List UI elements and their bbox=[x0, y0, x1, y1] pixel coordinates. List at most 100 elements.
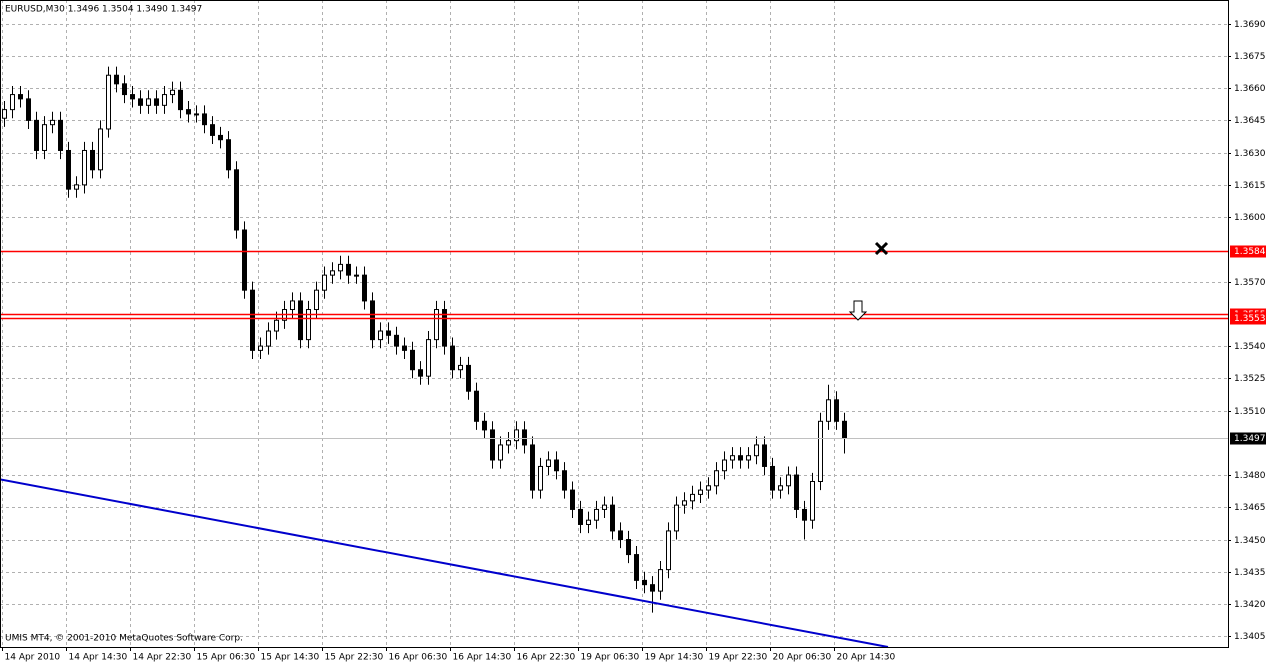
candle-body bbox=[90, 149, 95, 171]
candle-body bbox=[602, 504, 607, 510]
y-tick-label: 1.3435 bbox=[1234, 568, 1266, 578]
candle-body bbox=[218, 134, 223, 141]
level-label: 1.3553 bbox=[1234, 314, 1266, 324]
level-label: 1.3584 bbox=[1234, 247, 1266, 257]
candle-body bbox=[226, 139, 231, 171]
candle-body bbox=[802, 508, 807, 521]
candle-body bbox=[10, 94, 15, 111]
sell-arrow-icon bbox=[848, 300, 868, 321]
x-tick-label: 14 Apr 14:30 bbox=[69, 653, 128, 663]
y-tick-label: 1.3450 bbox=[1234, 536, 1266, 546]
candle-body bbox=[194, 113, 199, 116]
candle-body bbox=[338, 263, 343, 272]
marks bbox=[0, 66, 1228, 648]
candle-body bbox=[18, 94, 23, 100]
candle-body bbox=[394, 334, 399, 347]
candle-body bbox=[114, 74, 119, 85]
candle-body bbox=[522, 429, 527, 446]
candle-body bbox=[146, 98, 151, 106]
candle-body bbox=[362, 274, 367, 302]
candle-body bbox=[714, 470, 719, 487]
candle-body bbox=[82, 149, 87, 186]
candle-body bbox=[578, 508, 583, 525]
candle-body bbox=[26, 98, 31, 121]
y-tick-label: 1.3540 bbox=[1234, 342, 1266, 352]
candle-body bbox=[346, 263, 351, 276]
x-tick-label: 14 Apr 22:30 bbox=[133, 653, 192, 663]
candle-body bbox=[842, 420, 847, 439]
stop-icon bbox=[874, 241, 889, 256]
candle-body bbox=[298, 300, 303, 341]
candle-body bbox=[322, 274, 327, 291]
candle-body bbox=[634, 554, 639, 581]
candle-body bbox=[154, 98, 159, 106]
y-tick-label: 1.3525 bbox=[1234, 374, 1266, 384]
candle-body bbox=[34, 119, 39, 151]
candle-body bbox=[770, 465, 775, 491]
candle-body bbox=[130, 94, 135, 100]
chart-title: EURUSD,M30 1.3496 1.3504 1.3490 1.3497 bbox=[5, 5, 202, 15]
candle-body bbox=[458, 364, 463, 371]
candle-body bbox=[186, 109, 191, 115]
y-tick-label: 1.3690 bbox=[1234, 20, 1266, 30]
candle-body bbox=[810, 480, 815, 521]
y-tick-label: 1.3465 bbox=[1234, 503, 1266, 513]
x-tick-label: 16 Apr 14:30 bbox=[453, 653, 512, 663]
candle-body bbox=[786, 474, 791, 487]
candle-body bbox=[834, 399, 839, 422]
candle-body bbox=[754, 444, 759, 457]
candle-body bbox=[682, 500, 687, 506]
candle-body bbox=[386, 330, 391, 336]
candle-body bbox=[546, 459, 551, 467]
candle-body bbox=[98, 128, 103, 171]
candle-body bbox=[610, 504, 615, 532]
candle-body bbox=[746, 455, 751, 461]
candle-body bbox=[642, 579, 647, 586]
candle-body bbox=[738, 455, 743, 461]
candle-body bbox=[554, 459, 559, 472]
candle-body bbox=[426, 339, 431, 377]
current-price-box bbox=[1230, 432, 1266, 445]
candle-body bbox=[450, 345, 455, 371]
x-tick-label: 15 Apr 22:30 bbox=[325, 653, 384, 663]
candle-body bbox=[210, 124, 215, 136]
x-tick-label: 15 Apr 14:30 bbox=[261, 653, 320, 663]
x-tick-label: 14 Apr 2010 bbox=[5, 653, 61, 663]
y-tick-label: 1.3480 bbox=[1234, 471, 1266, 481]
y-tick-label: 1.3405 bbox=[1234, 632, 1266, 642]
y-tick-label: 1.3420 bbox=[1234, 600, 1266, 610]
candle-body bbox=[626, 539, 631, 556]
level-label-box bbox=[1230, 245, 1266, 258]
candle-body bbox=[50, 119, 55, 126]
candle-body bbox=[250, 289, 255, 351]
candle-body bbox=[594, 508, 599, 521]
candle-body bbox=[378, 330, 383, 341]
candle-body bbox=[402, 345, 407, 351]
candle-body bbox=[74, 184, 79, 190]
candle-body bbox=[690, 493, 695, 502]
x-tick-label: 15 Apr 06:30 bbox=[197, 653, 256, 663]
copyright: UMIS MT4, © 2001-2010 MetaQuotes Softwar… bbox=[5, 634, 243, 644]
y-tick-label: 1.3570 bbox=[1234, 278, 1266, 288]
y-tick-label: 1.3615 bbox=[1234, 181, 1266, 191]
candle-body bbox=[538, 465, 543, 491]
y-tick-label: 1.3510 bbox=[1234, 407, 1266, 417]
x-tick-label: 20 Apr 06:30 bbox=[773, 653, 832, 663]
level-label-box bbox=[1230, 312, 1266, 325]
candle-body bbox=[306, 309, 311, 341]
candle-body bbox=[818, 420, 823, 482]
x-tick-label: 19 Apr 06:30 bbox=[581, 653, 640, 663]
y-tick-label: 1.3630 bbox=[1234, 149, 1266, 159]
candle-body bbox=[354, 274, 359, 277]
candle-body bbox=[202, 113, 207, 126]
candle-body bbox=[498, 444, 503, 461]
candle-body bbox=[258, 345, 263, 351]
y-tick-label: 1.3675 bbox=[1234, 52, 1266, 62]
candle-body bbox=[122, 83, 127, 96]
y-tick-label: 1.3645 bbox=[1234, 116, 1266, 126]
candle-body bbox=[514, 429, 519, 442]
trendline bbox=[0, 478, 889, 648]
candle-body bbox=[474, 390, 479, 422]
